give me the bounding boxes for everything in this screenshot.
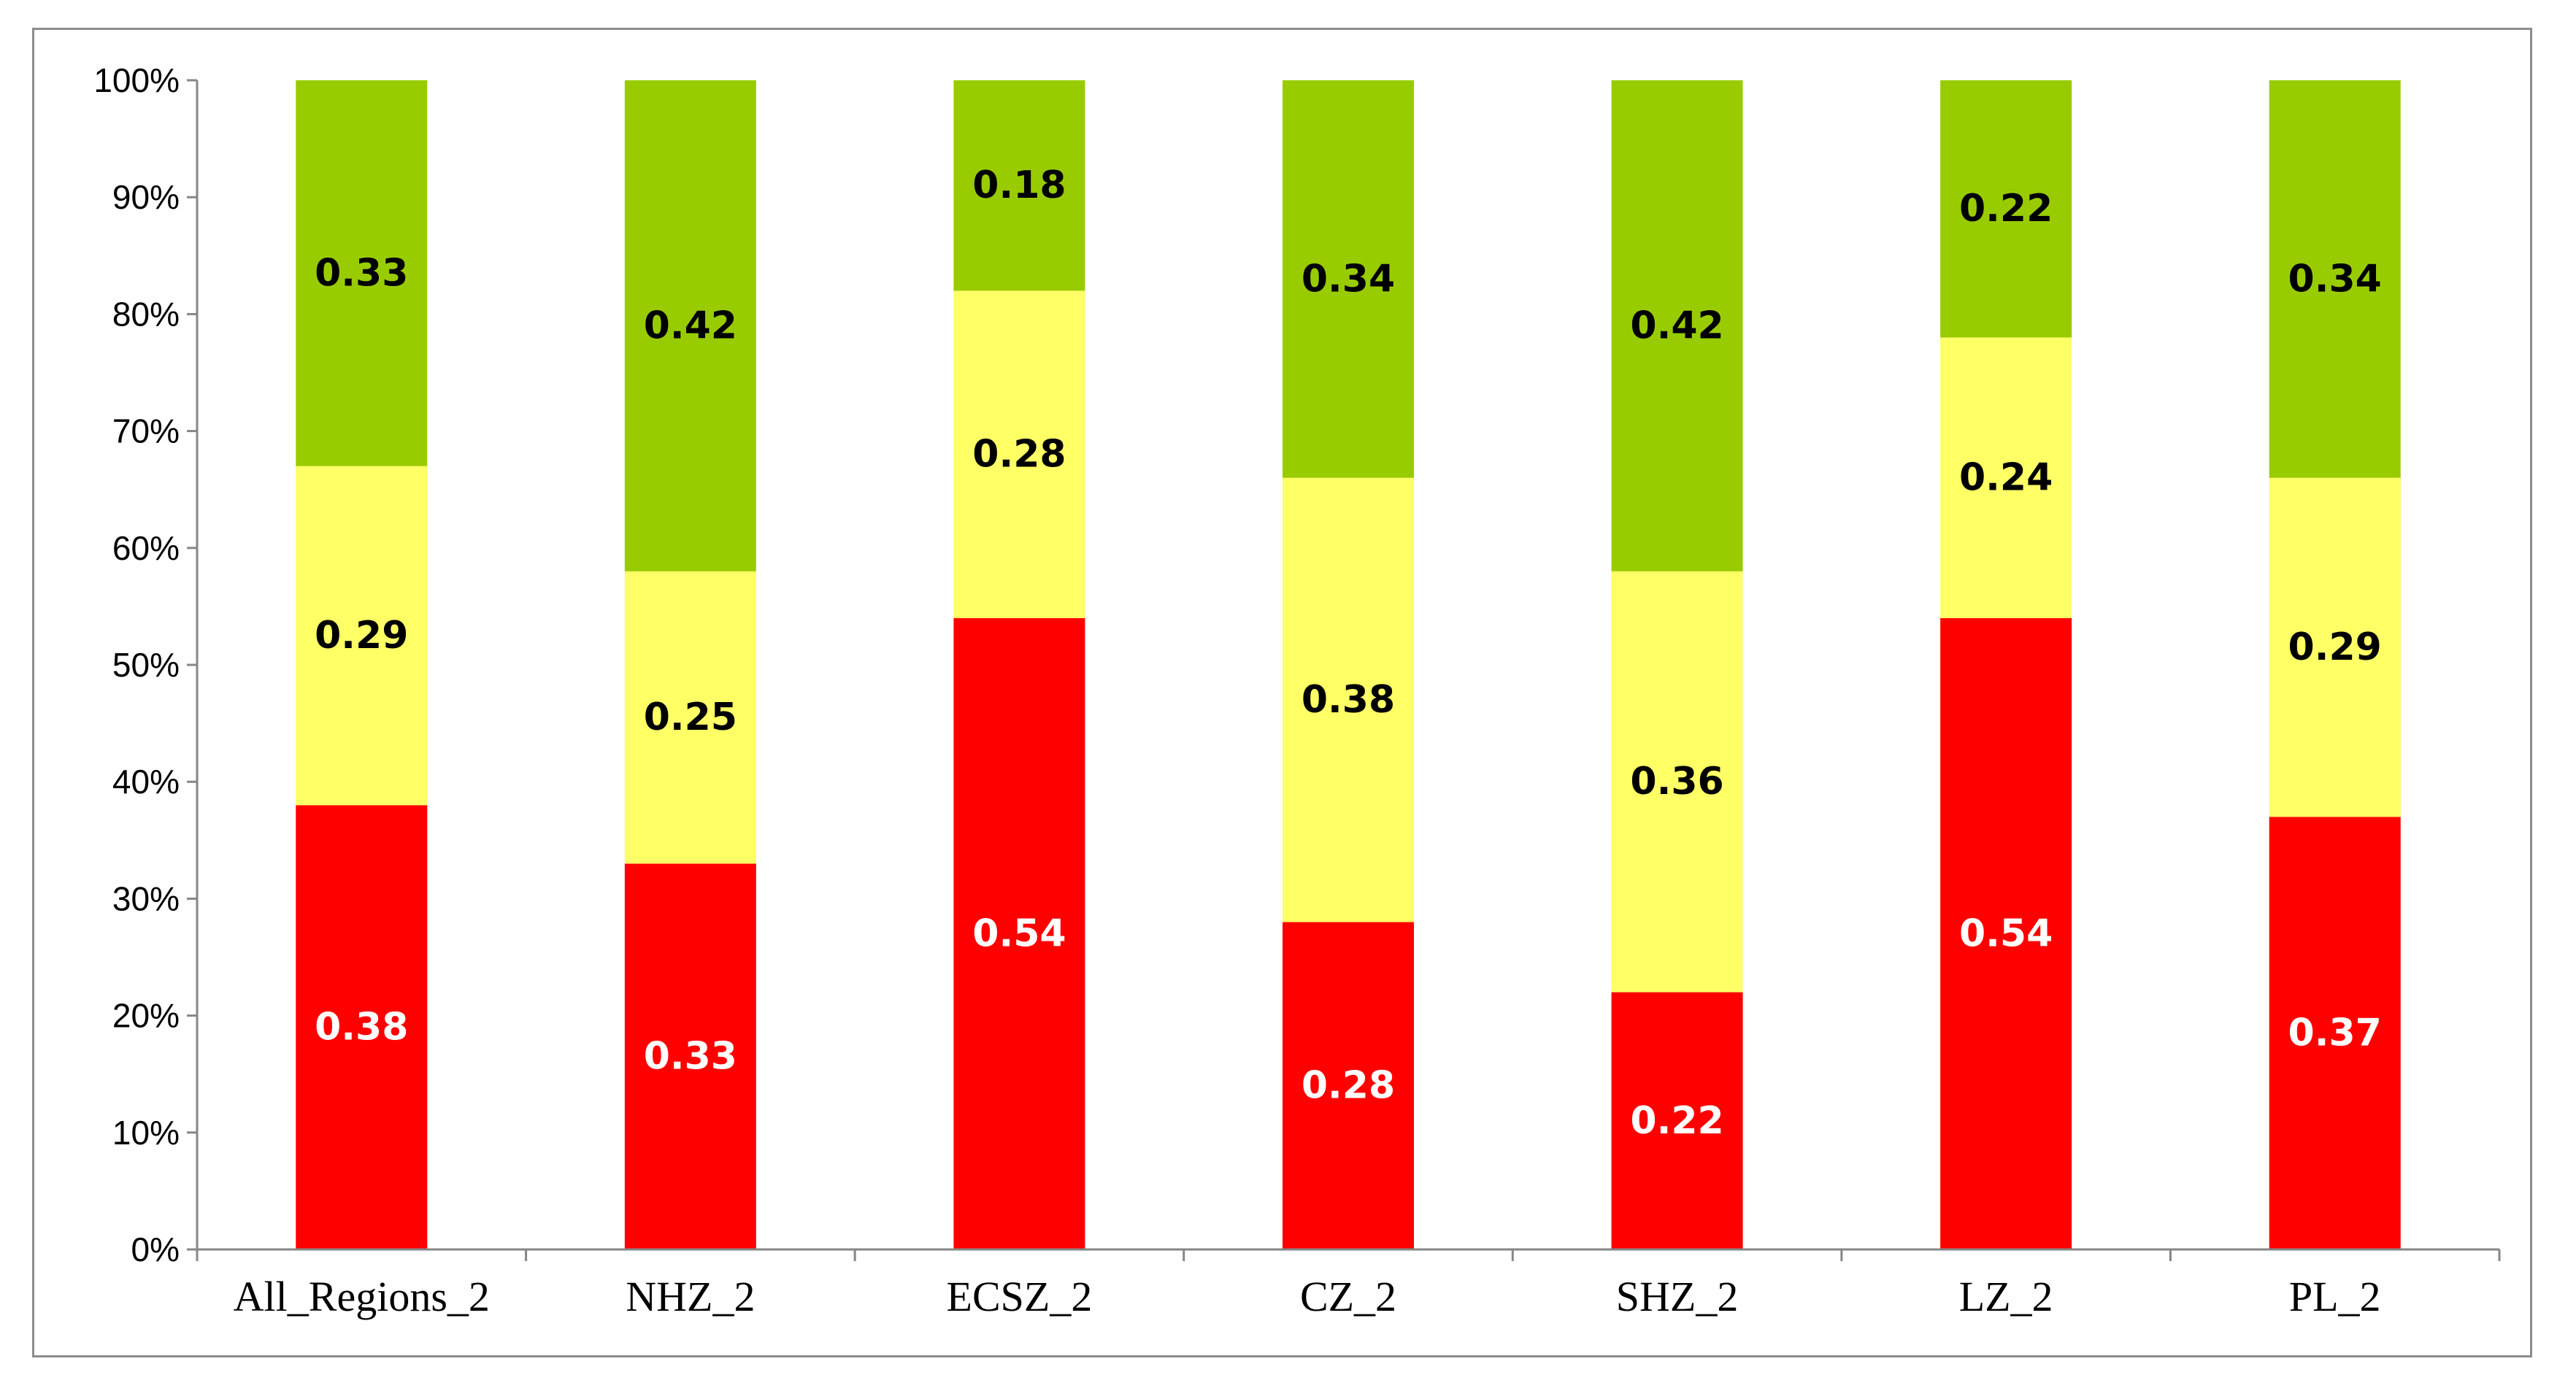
data-label: 0.54	[972, 912, 1066, 955]
bar-segment	[2269, 477, 2401, 817]
bar-segment	[624, 863, 756, 1249]
data-label: 0.29	[2288, 625, 2382, 669]
y-tick-label: 10%	[112, 1114, 180, 1152]
bar-segment	[2269, 817, 2401, 1249]
bar-segment	[1611, 992, 1743, 1249]
data-label: 0.29	[315, 614, 408, 658]
data-label: 0.36	[1630, 760, 1723, 804]
y-tick-label: 50%	[112, 646, 180, 684]
data-label: 0.22	[1959, 187, 2053, 231]
data-label: 0.38	[1302, 678, 1395, 722]
bar-segment	[1940, 80, 2072, 338]
bar-segment	[1940, 617, 2072, 1249]
bar-segment	[2269, 80, 2401, 478]
y-tick-label: 80%	[112, 295, 180, 333]
bars-layer	[296, 80, 2401, 1249]
data-label: 0.34	[2288, 257, 2382, 301]
x-category-label: PL_2	[2289, 1273, 2381, 1320]
data-label: 0.42	[1630, 304, 1723, 347]
x-category-label: LZ_2	[1959, 1273, 2053, 1320]
y-tick-label: 60%	[112, 529, 180, 567]
bar-segment	[1283, 80, 1414, 478]
x-category-label: NHZ_2	[626, 1273, 755, 1320]
bar-segment	[1283, 477, 1414, 922]
data-label: 0.18	[972, 163, 1066, 207]
data-label: 0.37	[2288, 1012, 2382, 1055]
bar-segment	[624, 80, 756, 571]
data-label: 0.33	[315, 251, 408, 295]
data-label: 0.28	[1302, 1064, 1395, 1108]
data-label: 0.28	[972, 433, 1066, 477]
bar-segment	[953, 617, 1085, 1249]
y-tick-label: 20%	[112, 997, 180, 1035]
bar-segment	[296, 80, 428, 466]
bar-segment	[953, 290, 1085, 618]
data-label: 0.25	[644, 696, 737, 739]
y-tick-label: 90%	[112, 178, 180, 216]
bar-segment	[953, 80, 1085, 291]
bar-segment	[296, 466, 428, 806]
y-tick-label: 40%	[112, 763, 180, 801]
data-label: 0.54	[1959, 912, 2053, 955]
data-label: 0.24	[1959, 456, 2053, 500]
data-label: 0.42	[644, 304, 737, 347]
x-category-label: SHZ_2	[1616, 1273, 1739, 1320]
data-label: 0.33	[644, 1035, 737, 1079]
x-category-label: CZ_2	[1300, 1273, 1396, 1320]
x-category-label: All_Regions_2	[234, 1273, 490, 1320]
bar-segment	[624, 571, 756, 864]
x-category-label: ECSZ_2	[947, 1273, 1093, 1320]
y-tick-label: 100%	[93, 61, 180, 99]
data-label: 0.22	[1630, 1099, 1723, 1143]
y-tick-label: 70%	[112, 412, 180, 450]
labels-layer: 0.38 0.29 0.33 All_Regions_2 0.33 0.25 0.42 NHZ…	[234, 163, 2382, 1320]
bar-segment	[1940, 337, 2072, 618]
bar-segment	[296, 805, 428, 1249]
y-tick-label: 30%	[112, 879, 180, 917]
data-label: 0.34	[1302, 257, 1395, 301]
y-tick-label: 0%	[131, 1230, 180, 1268]
data-label: 0.38	[315, 1006, 408, 1049]
ticks-layer: 0% 10% 20% 30% 40% 50% 60% 70% 80% 90% 100%	[93, 61, 2501, 1268]
chart-frame	[32, 28, 2532, 1357]
bar-segment	[1611, 571, 1743, 993]
bar-segment	[1283, 922, 1414, 1249]
bar-segment	[1611, 80, 1743, 571]
